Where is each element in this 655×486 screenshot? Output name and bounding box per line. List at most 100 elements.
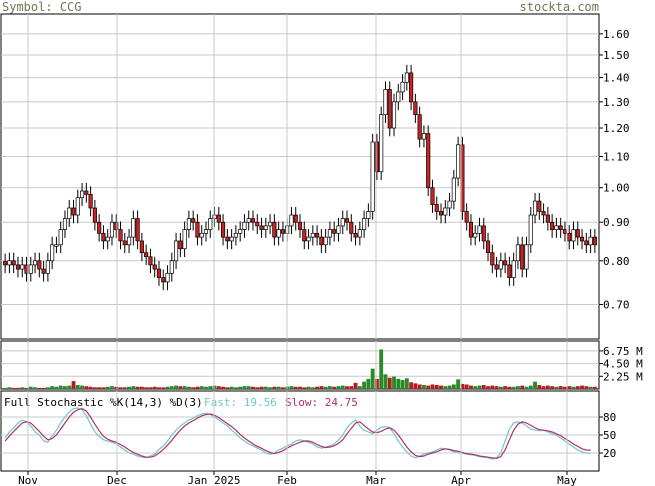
volume-bar (550, 386, 554, 389)
candle-body (533, 201, 536, 215)
volume-tick-label: 2.25 M (603, 370, 643, 383)
volume-bar (37, 388, 41, 389)
candle-body (221, 222, 224, 237)
volume-bar (319, 386, 323, 389)
volume-bar (439, 386, 443, 389)
candle-body (572, 230, 575, 241)
candle-body (247, 219, 250, 223)
volume-bar (478, 386, 482, 389)
candle-body (123, 241, 126, 245)
candle-body (127, 237, 130, 245)
volume-bar (337, 386, 341, 389)
x-tick-label: May (557, 474, 577, 486)
candle-body (268, 222, 271, 226)
volume-bar (131, 386, 135, 389)
candle-body (593, 237, 596, 245)
candle-body (328, 230, 331, 238)
volume-bar (495, 386, 499, 389)
volume-bar (379, 349, 383, 389)
candle-body (204, 230, 207, 234)
volume-bar (332, 387, 336, 389)
candle-body (358, 230, 361, 238)
candle-body (409, 73, 412, 102)
volume-bar (559, 386, 563, 389)
candle-body (576, 230, 579, 238)
volume-bar (268, 387, 272, 389)
price-tick-label: 0.70 (603, 299, 630, 312)
candle-body (281, 230, 284, 234)
volume-bar (409, 382, 413, 389)
stoch-tick-label: 50 (603, 429, 616, 442)
candle-body (563, 230, 566, 234)
volume-bar (102, 387, 106, 389)
volume-bar (486, 386, 490, 389)
candle-body (508, 265, 511, 278)
volume-bar (46, 387, 50, 389)
volume-bar (507, 387, 511, 389)
volume-bar (341, 386, 345, 389)
volume-bar (277, 387, 281, 389)
volume-bar (238, 387, 242, 389)
candle-body (568, 233, 571, 241)
volume-bar (345, 386, 349, 389)
candle-body (213, 215, 216, 219)
fast-value: 19.56 (244, 396, 277, 409)
candle-body (72, 208, 75, 215)
candle-body (140, 241, 143, 253)
candle-body (162, 278, 165, 282)
volume-bar (59, 386, 63, 389)
candle-body (426, 134, 429, 188)
volume-bar (388, 378, 392, 389)
volume-bar (354, 383, 358, 389)
slow-value: 24.75 (325, 396, 358, 409)
volume-bar (97, 387, 101, 389)
volume-bar (576, 386, 580, 389)
candle-body (8, 261, 11, 265)
candle-body (384, 89, 387, 114)
candle-body (555, 226, 558, 230)
candle-body (46, 261, 49, 274)
x-tick-label: Feb (277, 474, 297, 486)
volume-bar (384, 374, 388, 389)
volume-bar (243, 386, 247, 389)
stochastic-fast-label: Fast: 19.56 (204, 396, 277, 409)
candle-body (401, 82, 404, 92)
volume-bar (503, 386, 507, 389)
candle-body (234, 233, 237, 237)
volume-bar (136, 387, 140, 389)
candle-body (367, 211, 370, 218)
volume-bar (213, 386, 217, 389)
volume-bar (580, 386, 584, 389)
volume-bar (89, 387, 93, 389)
candle-body (315, 233, 318, 237)
volume-bar (422, 385, 426, 389)
price-tick-label: 1.10 (603, 151, 630, 164)
price-tick-label: 1.60 (603, 28, 630, 41)
candle-body (521, 245, 524, 269)
volume-bar (12, 388, 16, 389)
candle-body (38, 261, 41, 269)
candle-body (97, 222, 100, 233)
volume-bar (260, 387, 264, 389)
volume-bar (499, 387, 503, 389)
candle-body (516, 245, 519, 261)
candle-body (174, 241, 177, 261)
volume-bar (537, 385, 541, 389)
volume-bar (166, 387, 170, 389)
stoch-tick-label: 20 (603, 447, 616, 460)
volume-bar (520, 386, 524, 389)
candle-body (264, 226, 267, 230)
candle-body (170, 261, 173, 274)
volume-bar (362, 382, 366, 389)
volume-bar (572, 387, 576, 389)
candle-body (260, 226, 263, 230)
volume-bar (554, 387, 558, 389)
candle-body (580, 237, 583, 241)
candle-body (144, 253, 147, 257)
price-panel: 1.601.501.401.301.201.101.000.900.800.70 (1, 14, 630, 339)
volume-bar (482, 385, 486, 389)
volume-bar (153, 387, 157, 389)
volume-bar (33, 387, 37, 389)
candle-body (166, 273, 169, 282)
volume-bar (247, 386, 251, 389)
